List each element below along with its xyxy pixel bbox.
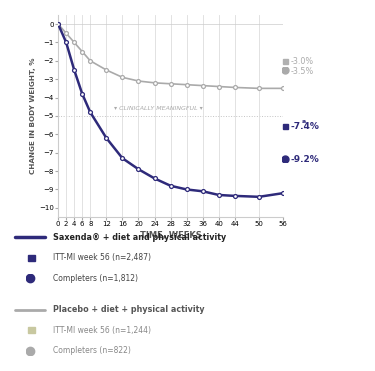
Text: ▾ CLINICALLY MEANINGFUL ▾: ▾ CLINICALLY MEANINGFUL ▾ — [114, 106, 203, 111]
Y-axis label: CHANGE IN BODY WEIGHT, %: CHANGE IN BODY WEIGHT, % — [30, 58, 36, 174]
Text: Saxenda® + diet and physical activity: Saxenda® + diet and physical activity — [53, 233, 226, 242]
X-axis label: TIME, WEEKS: TIME, WEEKS — [140, 232, 201, 240]
Text: ITT-MI week 56 (n=1,244): ITT-MI week 56 (n=1,244) — [53, 326, 150, 335]
Text: a: a — [302, 119, 306, 124]
Text: Completers (n=1,812): Completers (n=1,812) — [53, 274, 138, 283]
Text: -7.4%: -7.4% — [291, 122, 320, 131]
Text: -3.0%: -3.0% — [291, 57, 314, 66]
Text: Placebo + diet + physical activity: Placebo + diet + physical activity — [53, 305, 204, 314]
Text: Completers (n=822): Completers (n=822) — [53, 346, 130, 355]
Text: -9.2%: -9.2% — [291, 155, 320, 164]
Text: ITT-MI week 56 (n=2,487): ITT-MI week 56 (n=2,487) — [53, 253, 150, 262]
Text: -3.5%: -3.5% — [291, 67, 314, 76]
